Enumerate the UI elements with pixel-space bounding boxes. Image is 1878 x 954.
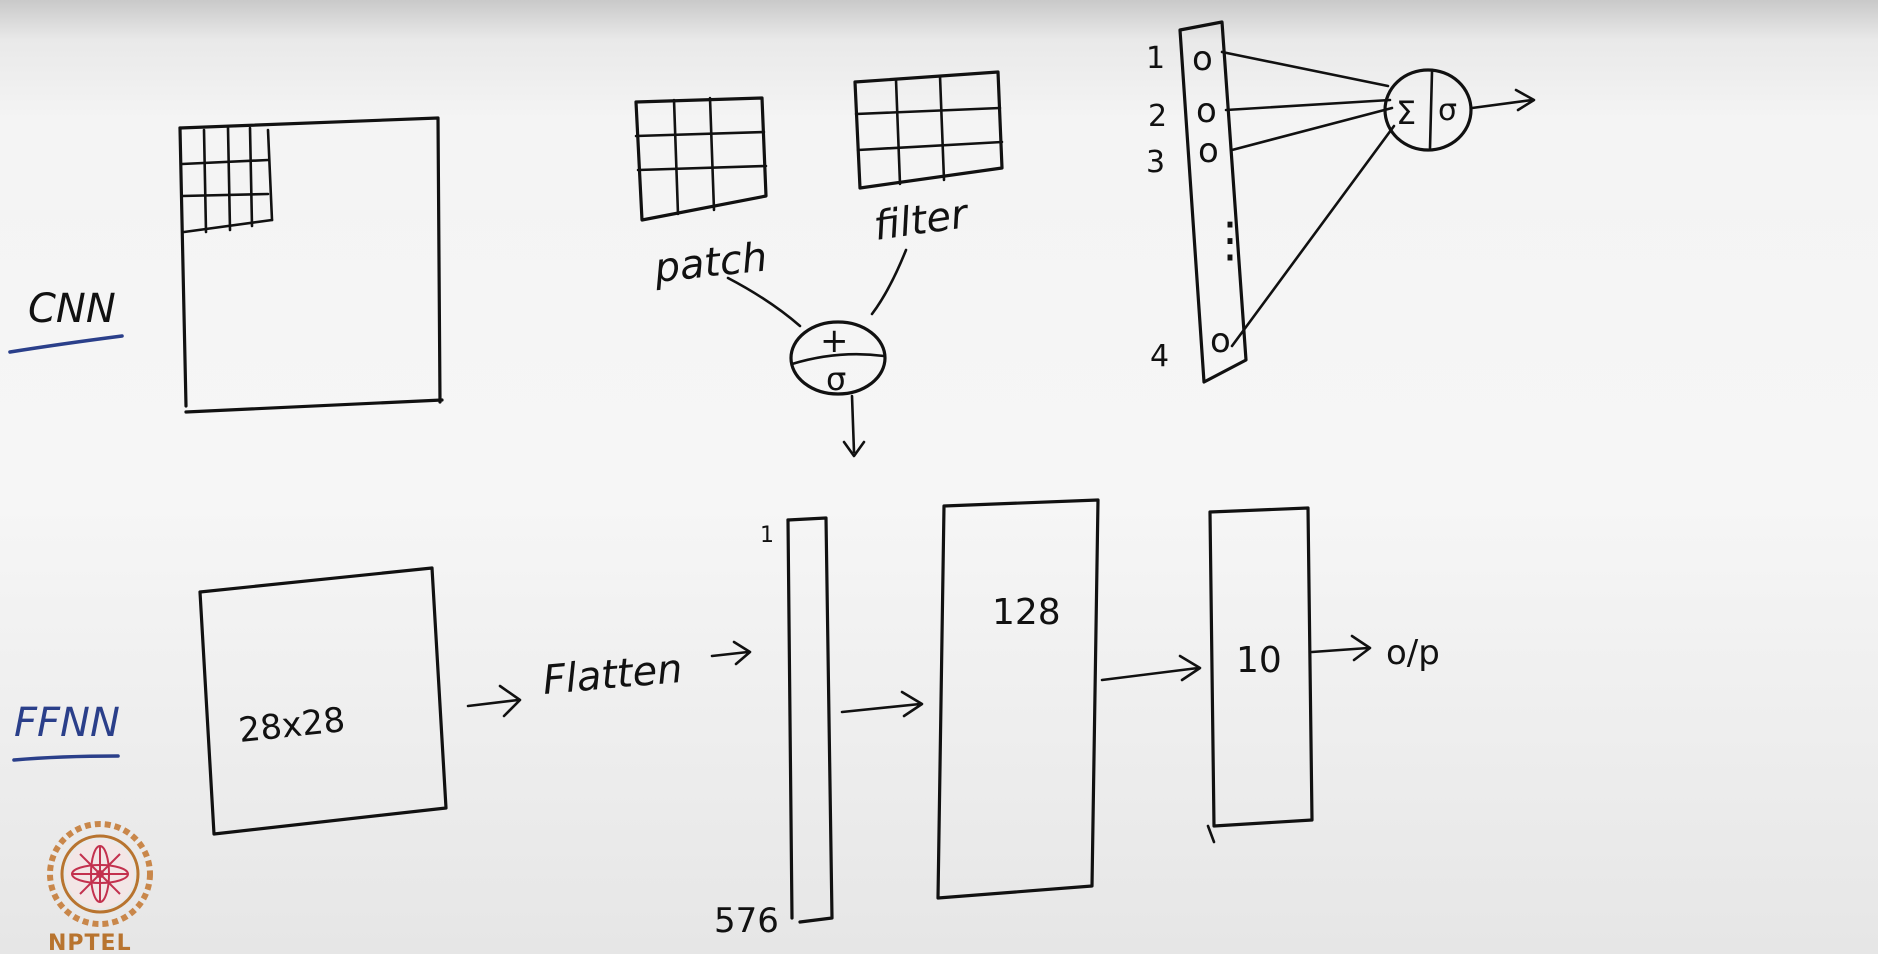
sum-neuron-node: Σ σ bbox=[1383, 68, 1536, 152]
flat-bottom-index: 576 bbox=[714, 901, 779, 941]
neuron-index-4: 4 bbox=[1150, 339, 1169, 374]
conv-neuron-node: + σ bbox=[789, 320, 887, 458]
sum-activation: σ bbox=[1438, 93, 1457, 128]
neuron-index-1: 1 bbox=[1146, 41, 1165, 76]
arrow-to-flatten bbox=[466, 684, 522, 718]
cnn-input-image bbox=[178, 116, 444, 414]
output-label: o/p bbox=[1386, 633, 1440, 673]
filter-connector bbox=[870, 248, 908, 316]
ffnn-input-box: 28x28 bbox=[198, 566, 448, 836]
cnn-section: CNN patch filter bbox=[8, 20, 1536, 458]
patch-label: patch bbox=[651, 234, 769, 292]
patch-grid bbox=[634, 96, 768, 222]
cnn-label: CNN bbox=[28, 286, 116, 332]
hidden-layer-box: 128 bbox=[936, 498, 1100, 900]
output-layer-box: 10 bbox=[1206, 506, 1314, 844]
sum-symbol: Σ bbox=[1396, 94, 1416, 132]
input-size-label: 28x28 bbox=[237, 700, 347, 751]
conv-plus-label: + bbox=[820, 321, 849, 361]
conv-output-arrow bbox=[842, 394, 866, 458]
sum-output-arrow bbox=[1470, 88, 1536, 112]
filter-grid bbox=[853, 70, 1004, 190]
neuron-dots: ⋮ bbox=[1206, 212, 1254, 268]
nptel-logo-text: NPTEL bbox=[48, 931, 132, 954]
neuron-input-2: o bbox=[1196, 91, 1217, 131]
flat-top-index: 1 bbox=[760, 523, 774, 548]
ffnn-section: FFNN 28x28 Flatten 1 576 128 10 bbox=[12, 498, 1440, 941]
nptel-emblem-icon bbox=[47, 821, 153, 927]
patch-connector bbox=[726, 276, 802, 328]
ffnn-label: FFNN bbox=[14, 700, 120, 746]
arrow-to-hidden bbox=[840, 690, 924, 718]
neuron-index-2: 2 bbox=[1148, 99, 1167, 134]
neuron-column: 1 2 3 4 o o o ⋮ o bbox=[1146, 20, 1254, 384]
cnn-underline bbox=[8, 334, 124, 354]
hidden-units-label: 128 bbox=[992, 592, 1061, 633]
output-units-label: 10 bbox=[1236, 640, 1282, 681]
neuron-index-3: 3 bbox=[1146, 145, 1165, 180]
arrow-to-output bbox=[1100, 654, 1202, 682]
neuron-input-4: o bbox=[1210, 321, 1231, 361]
neuron-input-3: o bbox=[1198, 131, 1219, 171]
neuron-input-1: o bbox=[1192, 39, 1213, 79]
nptel-logo: NPTEL bbox=[47, 821, 153, 954]
ffnn-underline bbox=[12, 754, 120, 762]
filter-label: filter bbox=[871, 191, 973, 250]
arrow-to-op bbox=[1310, 634, 1372, 662]
flattened-vector: 1 576 bbox=[714, 516, 834, 941]
neuron-connections bbox=[1220, 50, 1396, 348]
arrow-flatten-out bbox=[710, 640, 752, 666]
conv-sigma-label: σ bbox=[826, 360, 846, 398]
flatten-label: Flatten bbox=[541, 646, 684, 704]
